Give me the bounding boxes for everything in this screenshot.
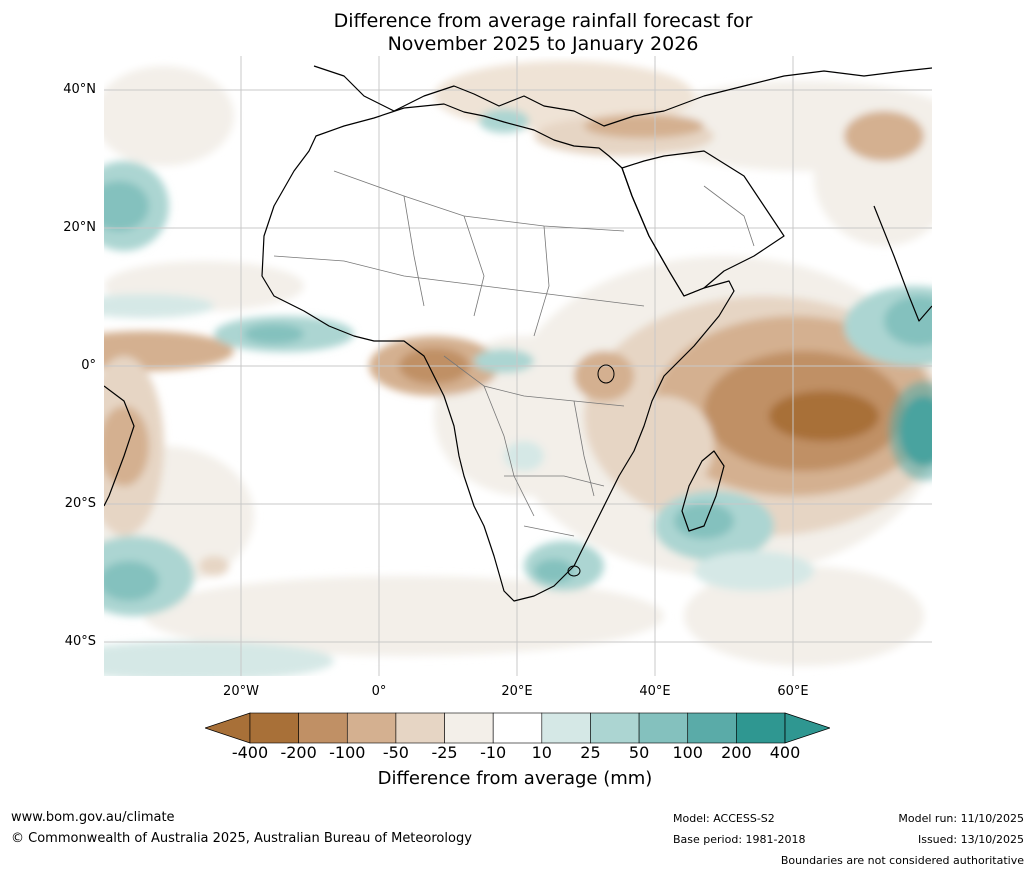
africa-coastline: [261, 103, 735, 602]
colorbar-tick-label: -50: [382, 743, 409, 762]
disclaimer-text: Boundaries are not considered authoritat…: [780, 854, 1024, 867]
country-borders: [273, 170, 755, 537]
colorbar-tick-label: -100: [329, 743, 366, 762]
colorbar-tick-label: 10: [531, 743, 552, 762]
colorbar-segment: [541, 712, 591, 744]
colorbar-tick-label: -400: [231, 743, 269, 762]
colorbar-segment: [687, 712, 737, 744]
colorbar-segment: [444, 712, 494, 744]
model-text: Model: ACCESS-S2: [673, 812, 775, 825]
coastlines: [104, 65, 932, 602]
rainfall-anomaly-map: [104, 56, 932, 676]
colorbar-tick-label: -25: [431, 743, 458, 762]
lon-label-20e: 20°E: [501, 684, 533, 699]
map-title-line2: November 2025 to January 2026: [387, 33, 699, 55]
europe-coastline: [313, 65, 932, 127]
issued-text: Issued: 13/10/2025: [917, 833, 1024, 846]
website-link[interactable]: www.bom.gov.au/climate: [11, 810, 175, 825]
south-america-coastline: [104, 385, 135, 507]
arabia-coastline: [621, 150, 785, 297]
lon-label-20w: 20°W: [223, 684, 259, 699]
anomaly-shading: [104, 61, 932, 676]
colorbar-title: Difference from average (mm): [377, 768, 653, 789]
lakes: [567, 364, 615, 577]
colorbar-svg: [203, 712, 832, 744]
lat-label-20s: 20°S: [64, 496, 96, 511]
colorbar-segment: [298, 712, 348, 744]
map-svg: [104, 56, 932, 676]
india-coastline: [873, 205, 932, 322]
colorbar-tick-label: 25: [580, 743, 601, 762]
colorbar-tick-label: 200: [721, 743, 752, 762]
colorbar-segment: [346, 712, 397, 744]
lat-label-40s: 40°S: [64, 634, 96, 649]
map-title: Difference from average rainfall forecas…: [104, 10, 982, 56]
colorbar-tick-label: 400: [769, 743, 801, 762]
colorbar-segment: [590, 712, 640, 744]
lat-label-40n: 40°N: [63, 82, 96, 97]
map-title-line1: Difference from average rainfall forecas…: [333, 10, 753, 32]
colorbar: [203, 711, 832, 745]
colorbar-tick-label: 100: [672, 743, 703, 762]
colorbar-over-arrow: [784, 712, 832, 744]
copyright-text: © Commonwealth of Australia 2025, Austra…: [11, 831, 472, 846]
base-period-text: Base period: 1981-2018: [673, 833, 806, 846]
lon-label-0: 0°: [371, 684, 387, 699]
colorbar-tick-label: 50: [628, 743, 650, 762]
colorbar-segment: [492, 712, 543, 744]
lon-label-40e: 40°E: [639, 684, 671, 699]
model-run-text: Model run: 11/10/2025: [898, 812, 1024, 825]
lon-label-60e: 60°E: [777, 684, 809, 699]
colorbar-tick-label: -10: [480, 743, 507, 762]
lat-label-20n: 20°N: [63, 220, 96, 235]
colorbar-under-arrow: [203, 712, 251, 744]
colorbar-segment: [638, 712, 689, 744]
colorbar-tick-label: -200: [280, 743, 317, 762]
colorbar-segment: [395, 712, 445, 744]
graticule: [104, 56, 932, 676]
colorbar-segment: [736, 712, 786, 744]
colorbar-segment: [249, 712, 299, 744]
madagascar-coastline: [681, 450, 725, 532]
lat-label-0: 0°: [81, 358, 96, 373]
